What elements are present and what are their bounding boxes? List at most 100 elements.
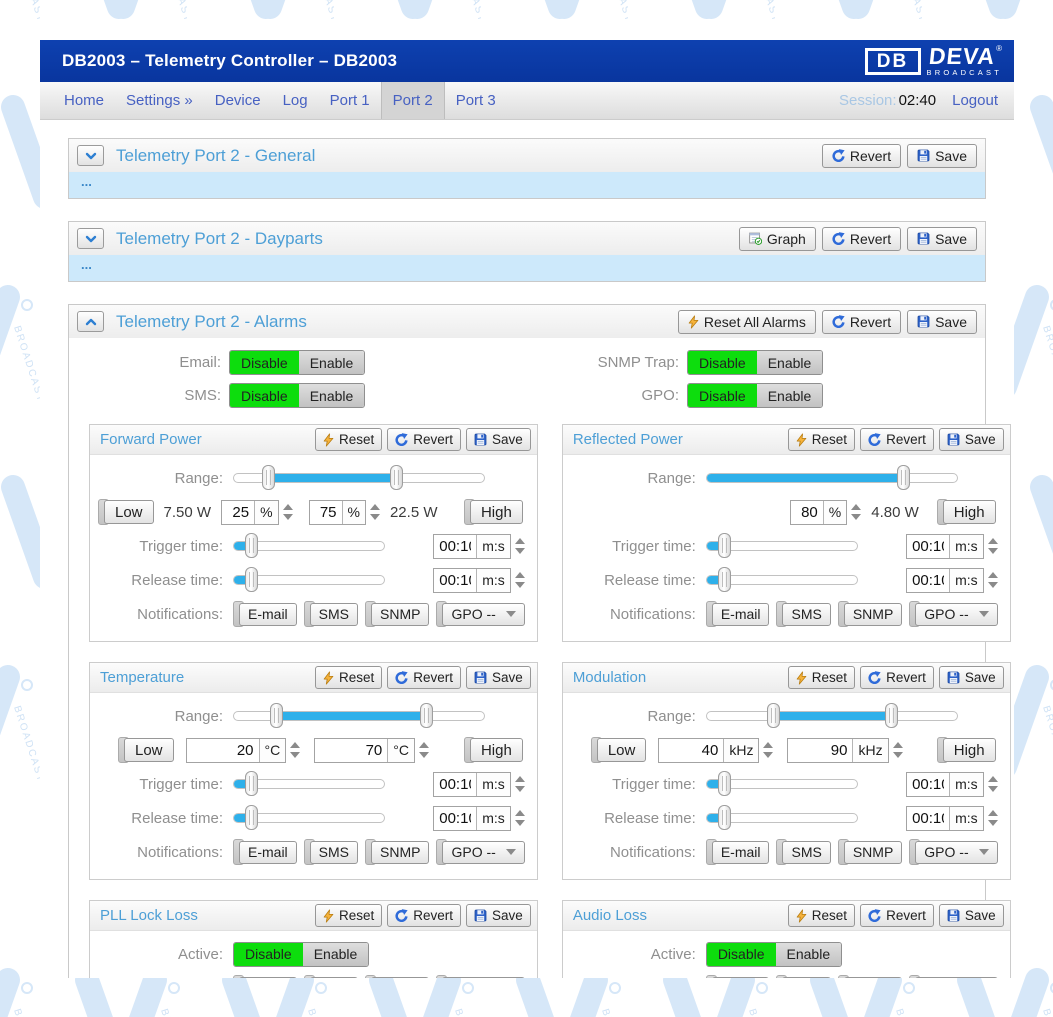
reset-button[interactable]: Reset — [314, 666, 383, 689]
nav-item-home[interactable]: Home — [64, 92, 105, 109]
nav-item-settings[interactable]: Settings » — [126, 92, 193, 109]
spin-up-icon[interactable] — [763, 742, 774, 748]
email-notify-button[interactable]: E-mail — [705, 601, 770, 627]
revert-button[interactable]: Revert — [387, 904, 462, 927]
enable-option[interactable]: Enable — [756, 351, 823, 374]
disable-option[interactable]: Disable — [688, 384, 757, 407]
release-time-input[interactable] — [434, 806, 477, 830]
spin-up-icon[interactable] — [514, 810, 525, 816]
spin-up-icon[interactable] — [892, 742, 903, 748]
gpo-disable-enable-toggle[interactable]: Disable Enable — [687, 383, 824, 408]
spin-up-icon[interactable] — [851, 504, 862, 510]
spin-up-icon[interactable] — [514, 538, 525, 544]
spin-up-icon[interactable] — [418, 742, 429, 748]
slider-handle[interactable] — [717, 805, 731, 830]
slider-handle[interactable] — [245, 533, 258, 558]
high-alarm-button[interactable]: High — [463, 737, 523, 763]
spinner-arrows[interactable] — [987, 776, 998, 792]
save-button[interactable]: Save — [938, 428, 1004, 451]
enable-option[interactable]: Enable — [756, 384, 823, 407]
spinner-arrows[interactable] — [418, 742, 429, 758]
slider-handle[interactable] — [245, 567, 258, 592]
high-alarm-button[interactable]: High — [463, 499, 523, 525]
revert-button[interactable]: Revert — [860, 428, 934, 451]
nav-item-port1[interactable]: Port 1 — [329, 92, 370, 109]
sms-notify-button[interactable]: SMS — [776, 601, 831, 627]
trigger-time-input[interactable] — [907, 772, 950, 796]
release-time-input[interactable] — [907, 806, 950, 830]
save-button[interactable]: Save — [466, 666, 531, 689]
range-high-handle[interactable] — [389, 465, 403, 490]
save-button[interactable]: Save — [907, 309, 977, 334]
slider-handle[interactable] — [245, 771, 258, 796]
spinner-arrows[interactable] — [369, 504, 380, 520]
high-threshold-input[interactable] — [788, 738, 853, 762]
nav-item-log[interactable]: Log — [282, 92, 308, 109]
spin-down-icon[interactable] — [987, 548, 998, 554]
high-alarm-button[interactable]: High — [936, 499, 996, 525]
revert-button[interactable]: Revert — [860, 666, 934, 689]
enable-option[interactable]: Enable — [298, 384, 365, 407]
high-threshold-input[interactable] — [315, 738, 388, 762]
active-disable-enable-toggle[interactable]: Disable Enable — [233, 941, 370, 967]
email-notify-button[interactable]: E-mail — [233, 601, 297, 627]
disable-option[interactable]: Disable — [234, 942, 303, 966]
spin-down-icon[interactable] — [290, 752, 301, 758]
trigger-time-slider[interactable] — [705, 771, 858, 796]
spinner-arrows[interactable] — [987, 572, 998, 588]
trigger-time-input[interactable] — [434, 772, 477, 796]
spinner-arrows[interactable] — [290, 742, 301, 758]
email-notify-button[interactable]: E-mail — [705, 839, 770, 865]
spin-up-icon[interactable] — [987, 776, 998, 782]
release-time-slider[interactable] — [705, 567, 858, 592]
graph-button[interactable]: Graph — [738, 226, 816, 251]
active-disable-enable-toggle[interactable]: Disable Enable — [705, 941, 843, 967]
gpo-select[interactable]: GPO -- — [909, 839, 998, 865]
save-button[interactable]: Save — [466, 428, 531, 451]
spin-down-icon[interactable] — [514, 548, 525, 554]
low-threshold-input[interactable] — [222, 500, 255, 524]
spin-up-icon[interactable] — [369, 504, 380, 510]
high-threshold-input[interactable] — [790, 500, 823, 524]
disable-option[interactable]: Disable — [706, 942, 776, 966]
trigger-time-input[interactable] — [434, 534, 477, 558]
spin-down-icon[interactable] — [418, 752, 429, 758]
collapse-button[interactable] — [77, 311, 104, 332]
reset-all-alarms-button[interactable]: Reset All Alarms — [677, 309, 816, 334]
spinner-arrows[interactable] — [514, 538, 525, 554]
high-threshold-input[interactable] — [309, 500, 342, 524]
spinner-arrows[interactable] — [282, 504, 293, 520]
save-button[interactable]: Save — [907, 143, 977, 168]
disable-option[interactable]: Disable — [688, 351, 757, 374]
trigger-time-slider[interactable] — [233, 533, 385, 558]
spin-down-icon[interactable] — [514, 820, 525, 826]
gpo-select[interactable]: GPO -- — [436, 601, 525, 627]
spin-up-icon[interactable] — [282, 504, 293, 510]
snmp-notify-button[interactable]: SNMP — [365, 601, 430, 627]
range-slider[interactable] — [233, 465, 485, 490]
spin-up-icon[interactable] — [987, 538, 998, 544]
reset-button[interactable]: Reset — [787, 904, 856, 927]
range-low-handle[interactable] — [262, 465, 275, 490]
low-threshold-input[interactable] — [659, 738, 724, 762]
snmp-notify-button[interactable]: SNMP — [365, 839, 430, 865]
revert-button[interactable]: Revert — [387, 666, 462, 689]
snmp-notify-button[interactable]: SNMP — [837, 975, 903, 978]
sms-notify-button[interactable]: SMS — [303, 839, 359, 865]
revert-button[interactable]: Revert — [821, 226, 902, 251]
revert-button[interactable]: Revert — [821, 143, 902, 168]
spin-up-icon[interactable] — [514, 776, 525, 782]
release-time-input[interactable] — [434, 568, 477, 592]
range-low-handle[interactable] — [767, 703, 781, 728]
range-slider[interactable] — [233, 703, 485, 728]
gpo-select[interactable]: GPO -- — [436, 839, 525, 865]
collapse-button[interactable] — [77, 228, 104, 249]
trigger-time-slider[interactable] — [233, 771, 385, 796]
sms-notify-button[interactable]: SMS — [776, 975, 831, 978]
gpo-select[interactable]: GPO -- — [909, 601, 998, 627]
email-notify-button[interactable]: E-mail — [233, 839, 297, 865]
slider-handle[interactable] — [245, 805, 258, 830]
enable-option[interactable]: Enable — [302, 942, 369, 966]
spinner-arrows[interactable] — [514, 572, 525, 588]
save-button[interactable]: Save — [938, 666, 1004, 689]
